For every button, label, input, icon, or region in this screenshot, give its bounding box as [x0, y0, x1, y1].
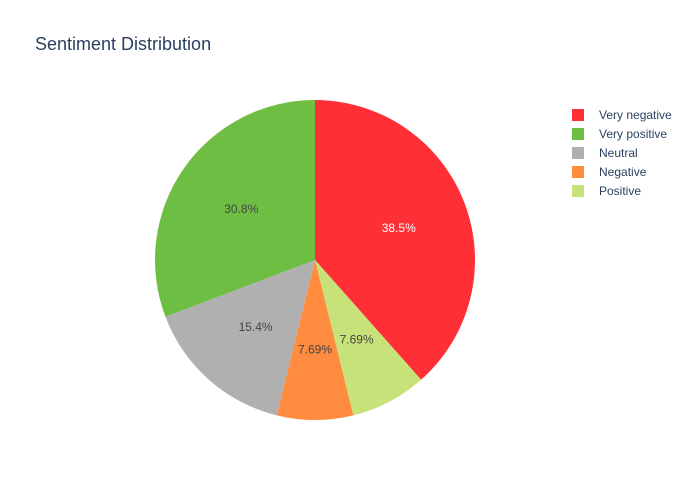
legend-item-positive[interactable]: Positive — [572, 184, 641, 198]
legend[interactable]: Very negative Very positive Neutral Negativ… — [572, 108, 672, 198]
legend-item-negative[interactable]: Negative — [572, 165, 647, 179]
pie-slice-very-negative[interactable] — [315, 100, 476, 380]
pie-slice-labels: 38.5% 7.69% 7.69% 15.4% 30.8% — [224, 202, 416, 356]
legend-label: Negative — [599, 165, 647, 179]
legend-label: Very negative — [599, 108, 672, 122]
legend-swatch — [572, 109, 584, 121]
legend-swatch — [572, 185, 584, 197]
slice-label-very-positive: 30.8% — [224, 202, 258, 216]
legend-label: Very positive — [599, 127, 667, 141]
legend-item-very-positive[interactable]: Very positive — [572, 127, 667, 141]
pie-slice-negative[interactable] — [276, 260, 354, 420]
slice-label-neutral: 15.4% — [239, 320, 273, 334]
slice-label-positive: 7.69% — [340, 332, 374, 346]
legend-label: Neutral — [599, 146, 638, 160]
legend-item-very-negative[interactable]: Very negative — [572, 108, 672, 122]
pie-slices — [154, 100, 476, 420]
legend-swatch — [572, 147, 584, 159]
pie-slice-neutral[interactable] — [165, 260, 315, 416]
legend-swatch — [572, 166, 584, 178]
slice-label-negative: 7.69% — [298, 343, 332, 357]
legend-swatch — [572, 128, 584, 140]
legend-label: Positive — [599, 184, 641, 198]
slice-label-very-negative: 38.5% — [382, 221, 416, 235]
pie-slice-positive[interactable] — [315, 260, 422, 416]
chart-title: Sentiment Distribution — [35, 34, 211, 54]
pie-slice-very-positive[interactable] — [154, 100, 315, 317]
legend-item-neutral[interactable]: Neutral — [572, 146, 638, 160]
